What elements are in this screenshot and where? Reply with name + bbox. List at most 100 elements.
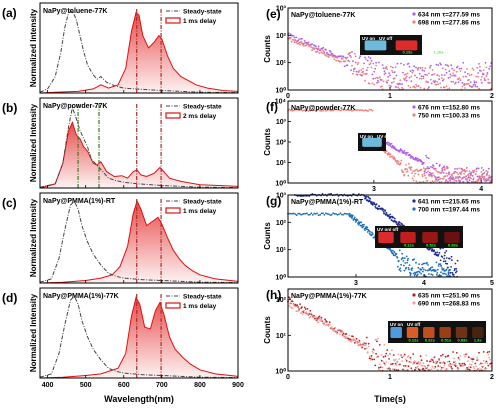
decay-point: [426, 261, 428, 264]
decay-point: [471, 67, 474, 70]
decay-point: [309, 44, 312, 47]
decay-point: [422, 77, 425, 80]
decay-point: [354, 218, 357, 221]
decay-point: [351, 64, 353, 67]
decay-point: [468, 74, 471, 76]
decay-point: [443, 168, 446, 171]
decay-point: [485, 66, 488, 69]
decay-point: [422, 180, 425, 183]
decay-point: [410, 166, 413, 169]
decay-point: [408, 268, 410, 271]
decay-point: [358, 69, 361, 72]
decay-point: [435, 170, 438, 172]
inset-time: 0.52s: [426, 243, 437, 248]
decay-point: [414, 86, 416, 89]
decay-point: [464, 87, 466, 89]
legend-marker: [412, 20, 416, 24]
decay-point: [454, 168, 456, 170]
decay-point: [484, 178, 487, 181]
decay-point: [452, 80, 454, 83]
decay-point: [314, 318, 317, 321]
decay-point: [391, 155, 394, 158]
decay-point: [448, 257, 451, 260]
decay-point: [307, 43, 310, 46]
decay-point: [410, 269, 413, 271]
decay-point: [455, 352, 458, 354]
decay-point: [442, 361, 444, 364]
decay-point: [440, 86, 442, 89]
decay-point: [404, 262, 407, 264]
legend-marker: [412, 301, 416, 305]
decay-point: [486, 362, 489, 365]
decay-point: [460, 171, 463, 173]
decay-point: [341, 57, 344, 60]
decay-point: [325, 212, 327, 215]
decay-point: [406, 72, 409, 75]
right-panel-1: 0 1 2 10⁰ 10¹ 10² 10³ NaPy@toluene-77K 634 nm τ=…: [263, 6, 494, 101]
decay-point: [434, 180, 436, 183]
decay-point: [299, 307, 301, 310]
decay-point: [416, 362, 419, 365]
decay-point: [467, 360, 469, 363]
decay-point: [456, 259, 459, 262]
panel-title: NaPy@PMMA(1%)-77K: [43, 293, 119, 300]
decay-point: [357, 109, 359, 111]
decay-point: [415, 180, 418, 183]
decay-point: [430, 273, 433, 276]
decay-point: [414, 360, 416, 363]
decay-point: [288, 108, 291, 111]
y-axis-label: Counts: [263, 316, 272, 344]
decay-point: [429, 165, 432, 168]
decay-point: [368, 63, 371, 66]
decay-point: [403, 174, 406, 177]
decay-point: [420, 359, 423, 362]
decay-point: [433, 367, 436, 370]
decay-point: [388, 366, 390, 369]
decay-point: [384, 210, 387, 212]
x-tick-label: 4: [479, 186, 483, 193]
panel-title: NaPy@powder-77K: [291, 105, 355, 112]
decay-point: [447, 167, 449, 169]
decay-point: [413, 65, 415, 68]
decay-point: [414, 74, 416, 77]
y-axis-label: Counts: [263, 222, 272, 250]
decay-point: [314, 213, 317, 215]
decay-point: [369, 358, 372, 361]
decay-point: [390, 142, 393, 145]
decay-point: [393, 77, 396, 80]
decay-point: [422, 268, 425, 271]
decay-point: [437, 64, 440, 67]
decay-point: [404, 358, 407, 361]
y-tick-label: 10¹: [276, 60, 287, 67]
decay-point: [385, 150, 388, 153]
decay-point: [450, 366, 453, 368]
y-axis-label: Counts: [263, 128, 272, 156]
y-tick-label: 10²: [276, 140, 287, 147]
decay-point: [329, 109, 332, 112]
x-tick-label: 5: [490, 280, 494, 287]
steady-line: [39, 105, 239, 189]
decay-point: [335, 331, 338, 333]
decay-point: [468, 368, 471, 371]
decay-point: [308, 195, 311, 197]
decay-point: [409, 153, 411, 156]
decay-point: [323, 51, 326, 54]
decay-point: [391, 71, 394, 74]
decay-point: [403, 77, 405, 80]
decay-point: [309, 109, 311, 112]
decay-point: [450, 266, 452, 268]
decay-point: [387, 79, 389, 82]
decay-point: [454, 362, 457, 365]
panel-label: (b): [2, 101, 17, 115]
decay-point: [382, 80, 385, 83]
decay-point: [306, 212, 308, 215]
decay-point: [353, 342, 356, 344]
decay-point: [467, 173, 470, 176]
decay-point: [396, 62, 399, 65]
decay-point: [407, 257, 409, 260]
legend-marker: [412, 207, 416, 211]
decay-point: [384, 364, 387, 366]
decay-point: [403, 257, 406, 259]
decay-point: [296, 304, 299, 306]
plot-frame: [39, 2, 239, 94]
